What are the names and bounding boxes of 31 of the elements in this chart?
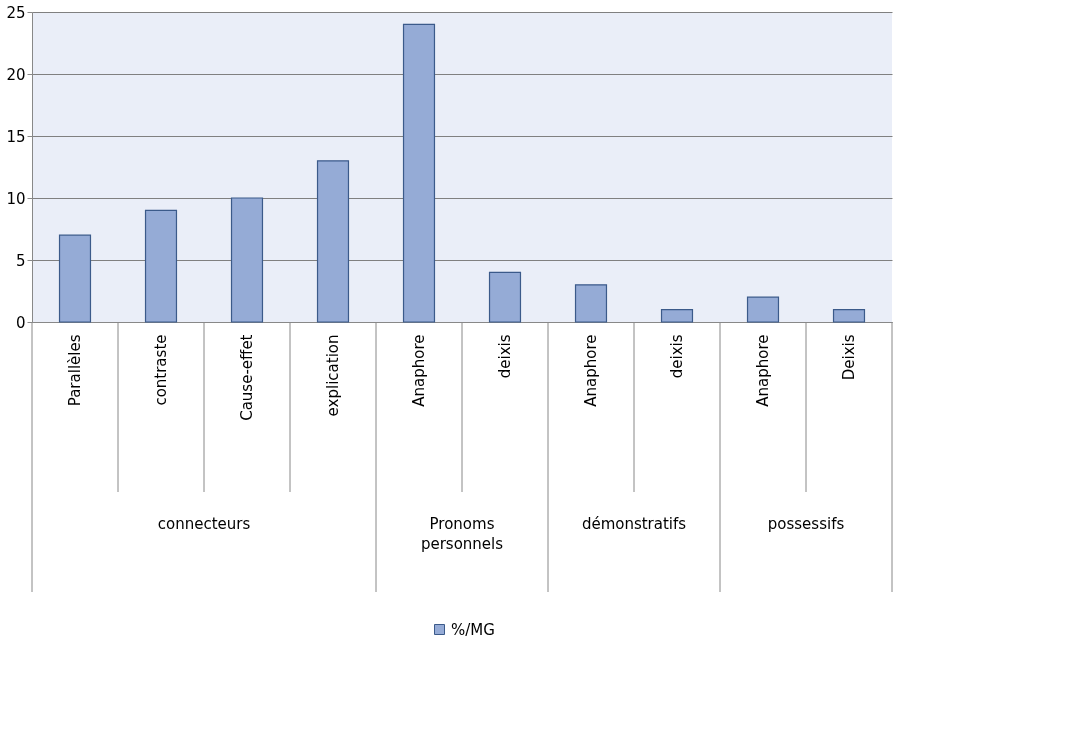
x-tick-label: Anaphore [410, 334, 428, 407]
bar [832, 309, 866, 323]
x-tick-label: explication [324, 334, 342, 417]
text: connecteurs [157, 515, 251, 533]
x-tick-label: Parallèles [66, 334, 84, 407]
bar [660, 309, 694, 323]
y-tick-label: 0 [15, 313, 26, 332]
x-tick-label: Anaphore [582, 334, 600, 407]
bar [144, 209, 178, 323]
text: Pronoms personnels [420, 515, 504, 553]
text: démonstratifs [581, 515, 687, 533]
bar [402, 23, 436, 323]
y-tick-label: 5 [15, 251, 26, 270]
bar [746, 296, 780, 323]
legend-label: %/MG [451, 620, 495, 639]
y-tick-label: 10 [6, 189, 26, 208]
bar [316, 160, 350, 323]
y-tick-label: 15 [6, 127, 26, 146]
bar [574, 284, 608, 323]
y-tick-label: 20 [6, 65, 26, 84]
x-tick-label: Anaphore [754, 334, 772, 407]
y-tick-label: 25 [6, 3, 26, 22]
bar [488, 271, 522, 323]
text: possessifs [767, 515, 845, 533]
x-tick-label: deixis [668, 334, 686, 379]
x-tick-label: Cause-effet [238, 334, 256, 421]
x-tick-label: contraste [152, 334, 170, 406]
bar [58, 234, 92, 323]
x-tick-label: deixis [496, 334, 514, 379]
x-tick-label: Deixis [840, 334, 858, 381]
bar [230, 197, 264, 323]
